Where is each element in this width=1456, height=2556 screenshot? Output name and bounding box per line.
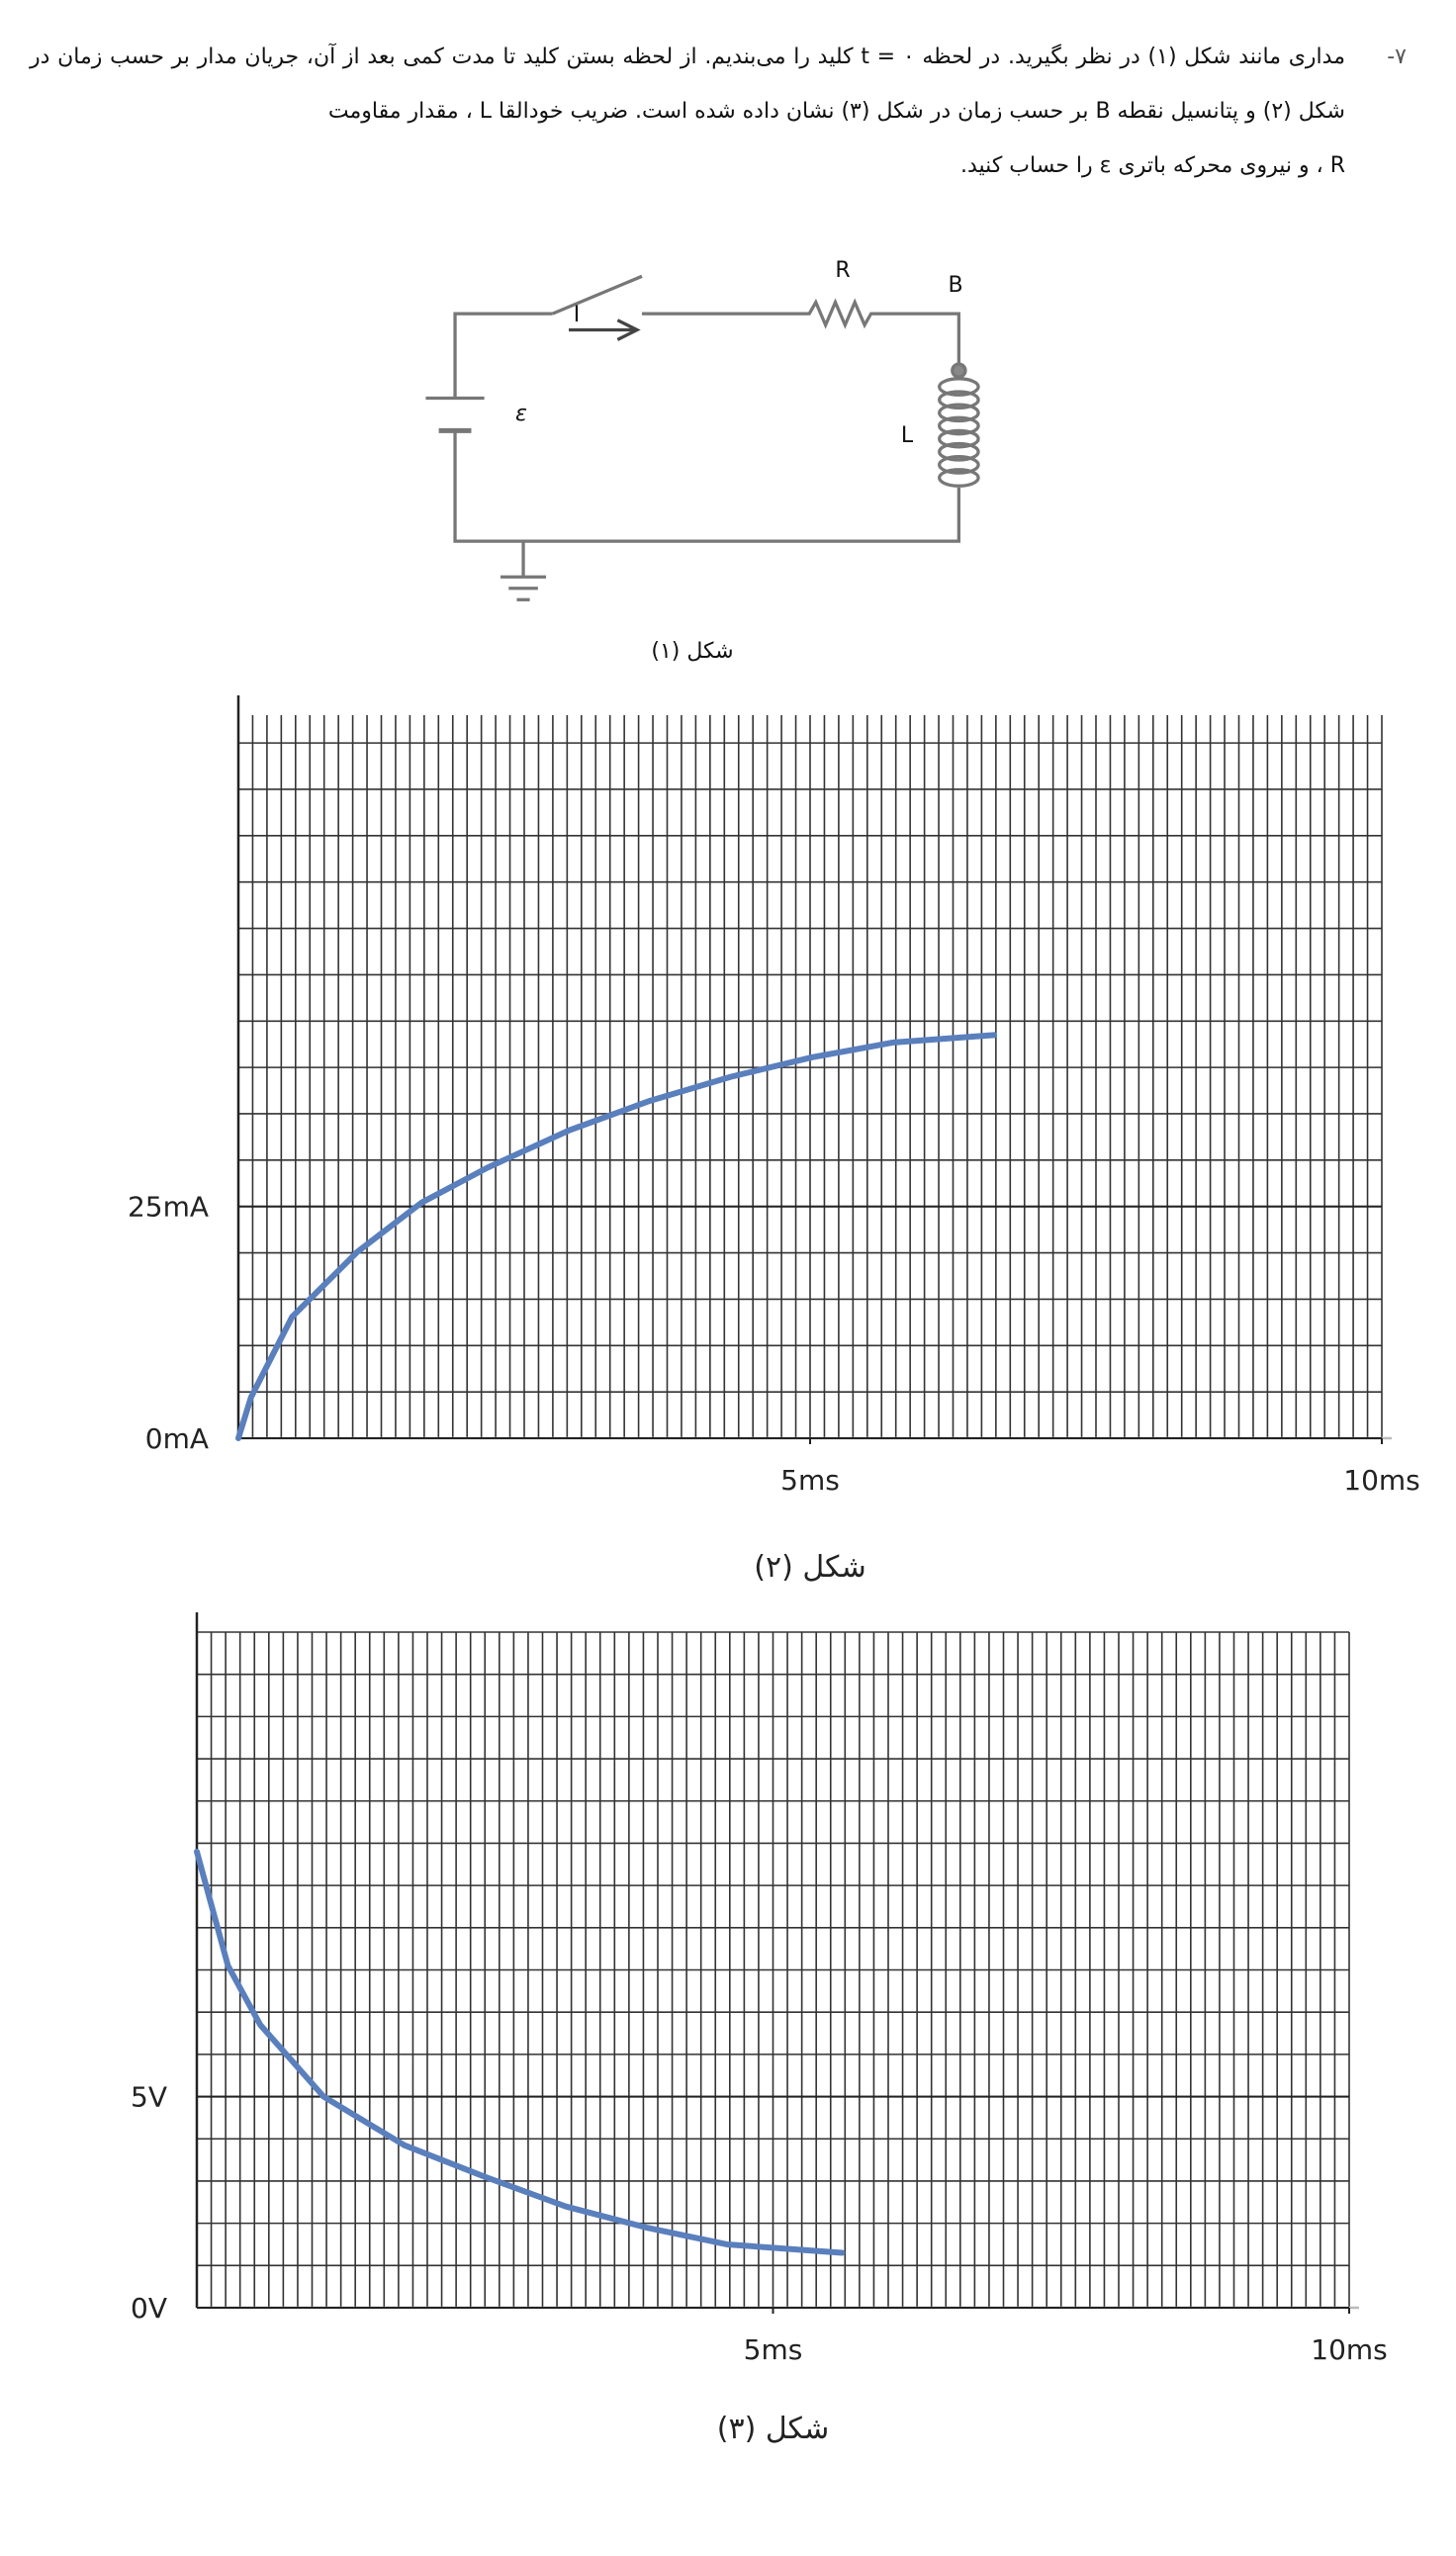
- figure-caption: شکل (۲): [754, 1550, 866, 1585]
- y-tick-label: 5V: [131, 2081, 167, 2114]
- switch: [551, 274, 643, 316]
- data-line: [194, 1848, 846, 2256]
- point-label: B: [948, 273, 962, 298]
- current-label: I: [574, 303, 581, 327]
- x-tick-label: 10ms: [1343, 1464, 1420, 1497]
- resistor-label: R: [835, 258, 850, 283]
- question-paragraph: مداری مانند شکل (۱) در نظر بگیرید. در لح…: [30, 45, 1345, 124]
- inductor-label: L: [901, 423, 914, 448]
- y-tick-label: 0mA: [145, 1422, 209, 1455]
- figure-caption: شکل (۳): [717, 2412, 830, 2446]
- question-text: مداری مانند شکل (۱) در نظر بگیرید. در لح…: [30, 30, 1345, 193]
- x-tick-label: 5ms: [744, 2333, 803, 2366]
- wire-resistor: [641, 298, 961, 371]
- y-tick-label: 0V: [131, 2292, 167, 2325]
- x-tick-label: 5ms: [780, 1464, 840, 1497]
- y-tick-label: 25mA: [128, 1191, 209, 1224]
- data-line: [235, 1032, 998, 1441]
- wire: [453, 430, 961, 543]
- figure-caption: شکل (۱): [651, 639, 733, 664]
- circuit: [425, 274, 980, 601]
- coil: [938, 377, 980, 488]
- battery-label: ε: [515, 402, 527, 426]
- node: [951, 362, 967, 379]
- wire: [453, 312, 553, 399]
- current-arrow-head: [616, 319, 641, 341]
- question-number: -۷: [1387, 45, 1407, 69]
- x-tick-label: 10ms: [1311, 2333, 1388, 2366]
- question-paragraph: R ، و نیروی محرکه باتری ε را حساب کنید.: [960, 153, 1345, 178]
